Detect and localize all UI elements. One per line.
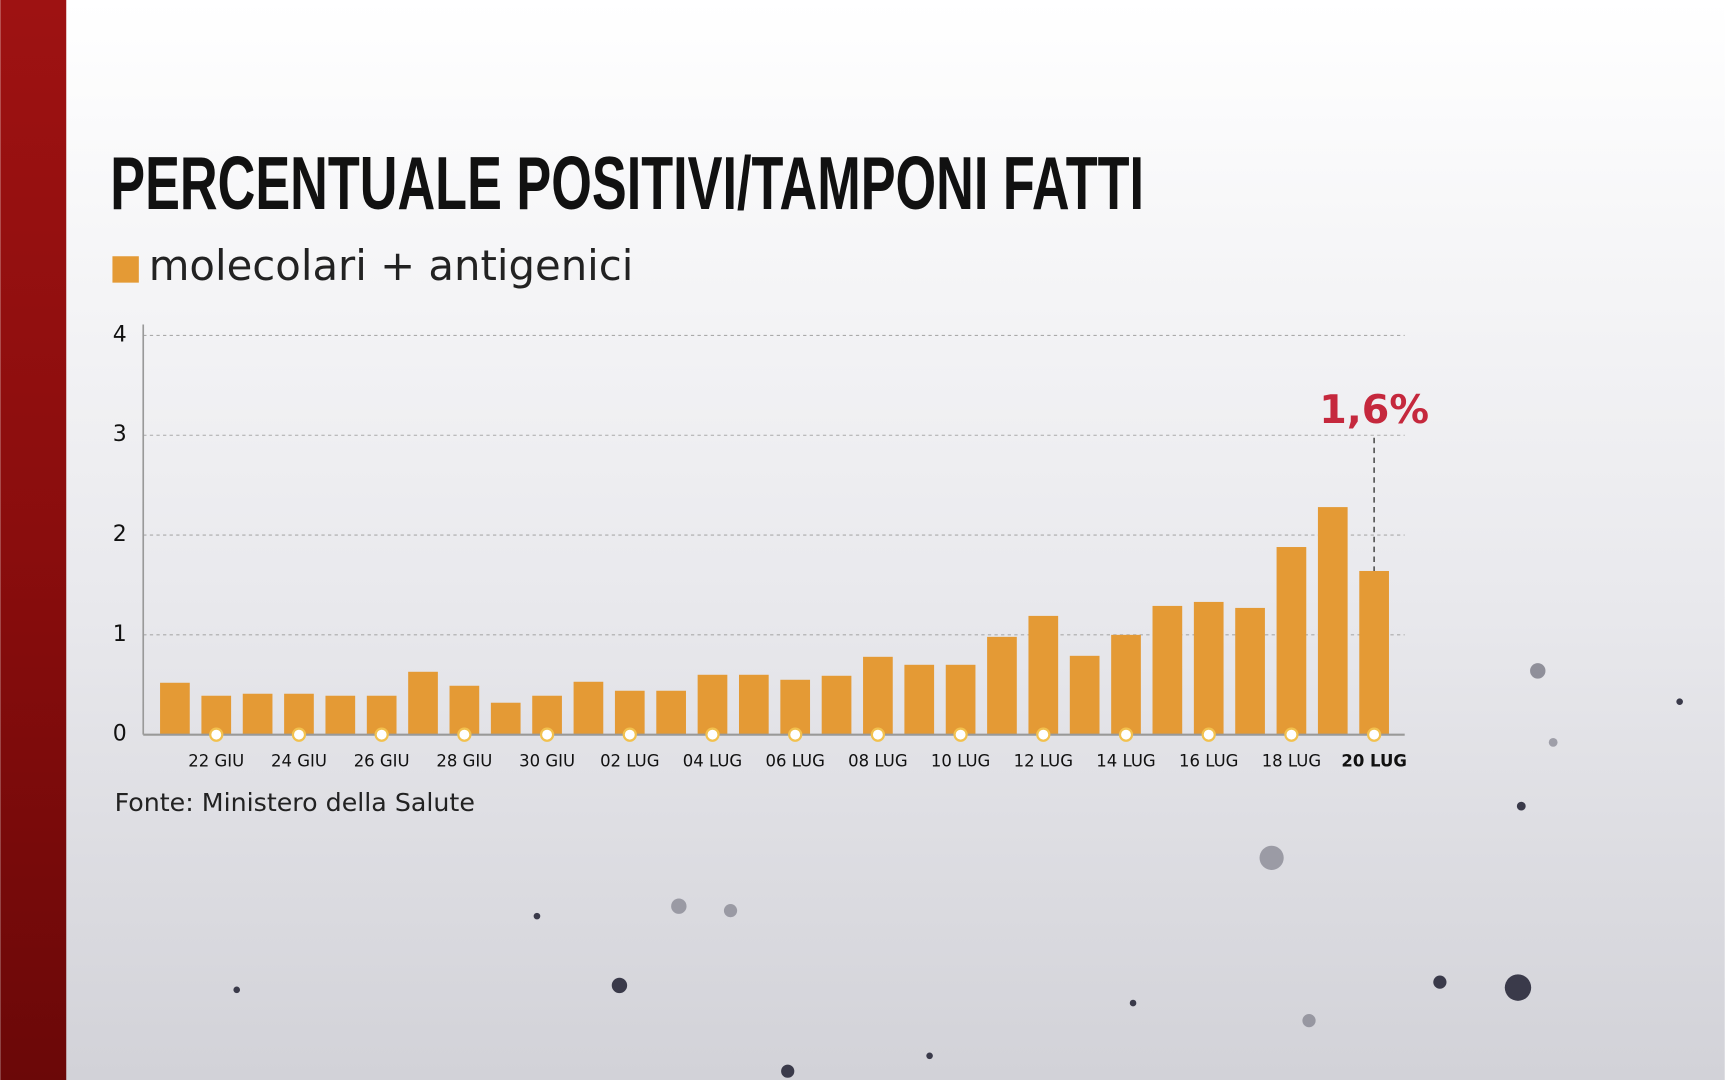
chart-title: PERCENTUALE POSITIVI/TAMPONI FATTI bbox=[110, 141, 1144, 225]
x-tick-dot bbox=[870, 727, 886, 742]
bar bbox=[614, 690, 645, 735]
x-tick-label: 08 LUG bbox=[848, 752, 907, 771]
bar bbox=[160, 682, 190, 735]
x-tick-label: 16 LUG bbox=[1179, 752, 1238, 771]
x-tick-dot bbox=[457, 727, 472, 742]
bar bbox=[738, 674, 769, 735]
bar bbox=[1111, 634, 1141, 735]
bar bbox=[987, 636, 1017, 735]
y-tick-label: 4 bbox=[113, 322, 127, 347]
x-tick-label: 10 LUG bbox=[931, 752, 990, 771]
bar bbox=[408, 671, 438, 735]
x-tick-label: 02 LUG bbox=[600, 752, 659, 771]
x-tick-dot bbox=[1366, 727, 1382, 742]
x-tick-label: 28 GIU bbox=[436, 752, 492, 771]
x-tick-label: 04 LUG bbox=[683, 752, 742, 771]
x-tick-label: 24 GIU bbox=[271, 752, 327, 771]
x-tick-label: 14 LUG bbox=[1096, 752, 1155, 771]
decor-dots bbox=[233, 663, 1683, 1078]
bar bbox=[1028, 615, 1059, 735]
bar bbox=[1152, 605, 1183, 735]
bar bbox=[697, 674, 728, 735]
source-note: Fonte: Ministero della Salute bbox=[115, 788, 475, 817]
bar bbox=[904, 664, 935, 735]
bar bbox=[821, 675, 852, 735]
bar bbox=[1276, 547, 1307, 735]
bar bbox=[490, 702, 521, 735]
y-tick-label: 3 bbox=[113, 422, 127, 447]
y-tick-label: 1 bbox=[113, 622, 127, 647]
bar bbox=[325, 695, 356, 735]
bar bbox=[1317, 507, 1348, 735]
bar bbox=[242, 693, 273, 735]
x-tick-label: 30 GIU bbox=[519, 752, 575, 771]
x-tick-dot bbox=[705, 727, 720, 742]
x-tick-dot bbox=[539, 727, 555, 742]
bar bbox=[1235, 607, 1265, 735]
legend-label: molecolari + antigenici bbox=[149, 241, 634, 290]
x-tick-label: 26 GIU bbox=[354, 752, 410, 771]
side-band bbox=[0, 0, 67, 1080]
bar bbox=[449, 685, 480, 735]
bar bbox=[945, 664, 976, 735]
x-tick-dot bbox=[1036, 727, 1051, 742]
bar bbox=[1193, 601, 1224, 735]
x-tick-label: 18 LUG bbox=[1262, 752, 1321, 771]
x-tick-label: 20 LUG bbox=[1341, 752, 1407, 771]
bar bbox=[656, 690, 686, 735]
x-tick-label: 22 GIU bbox=[188, 752, 244, 771]
bar bbox=[863, 656, 893, 735]
bar bbox=[1069, 655, 1100, 735]
x-tick-label: 06 LUG bbox=[765, 752, 824, 771]
value-label: 1,6% bbox=[1319, 387, 1429, 433]
y-tick-label: 0 bbox=[113, 722, 127, 747]
x-tick-dot bbox=[1118, 727, 1134, 742]
x-tick-dot bbox=[622, 727, 637, 742]
bar bbox=[780, 679, 811, 735]
x-tick-dot bbox=[291, 727, 307, 742]
x-tick-dot bbox=[1201, 727, 1216, 742]
x-tick-label: 12 LUG bbox=[1014, 752, 1073, 771]
y-tick-label: 2 bbox=[113, 522, 127, 547]
x-tick-dot bbox=[374, 727, 389, 742]
bar bbox=[573, 681, 604, 735]
x-tick-dot bbox=[209, 727, 224, 742]
bar bbox=[1359, 570, 1389, 735]
x-tick-dot bbox=[953, 727, 968, 742]
x-tick-dot bbox=[1284, 727, 1299, 742]
x-tick-dot bbox=[788, 727, 803, 742]
legend-swatch bbox=[112, 256, 139, 283]
